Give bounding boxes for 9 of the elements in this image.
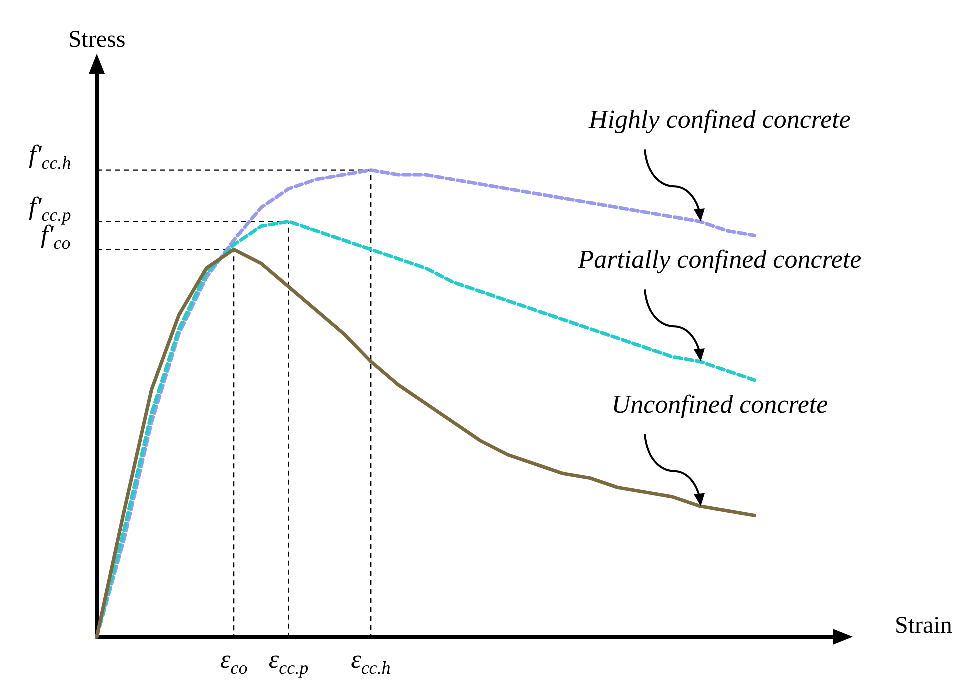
text: ε$_{co}$ <box>220 645 248 678</box>
annotation: Unconfined concrete <box>612 390 828 419</box>
y-axis-title: Stress <box>68 27 126 53</box>
ref-line-label: f'$_{cc.h}$ <box>29 140 72 174</box>
text: ε$_{cc.p}$ <box>268 645 309 678</box>
text: Highly confined concrete <box>588 105 851 134</box>
annotation: Partially confined concrete <box>577 245 862 274</box>
text: ε$_{cc.h}$ <box>351 645 391 678</box>
x-axis-title: Strain <box>895 613 952 639</box>
